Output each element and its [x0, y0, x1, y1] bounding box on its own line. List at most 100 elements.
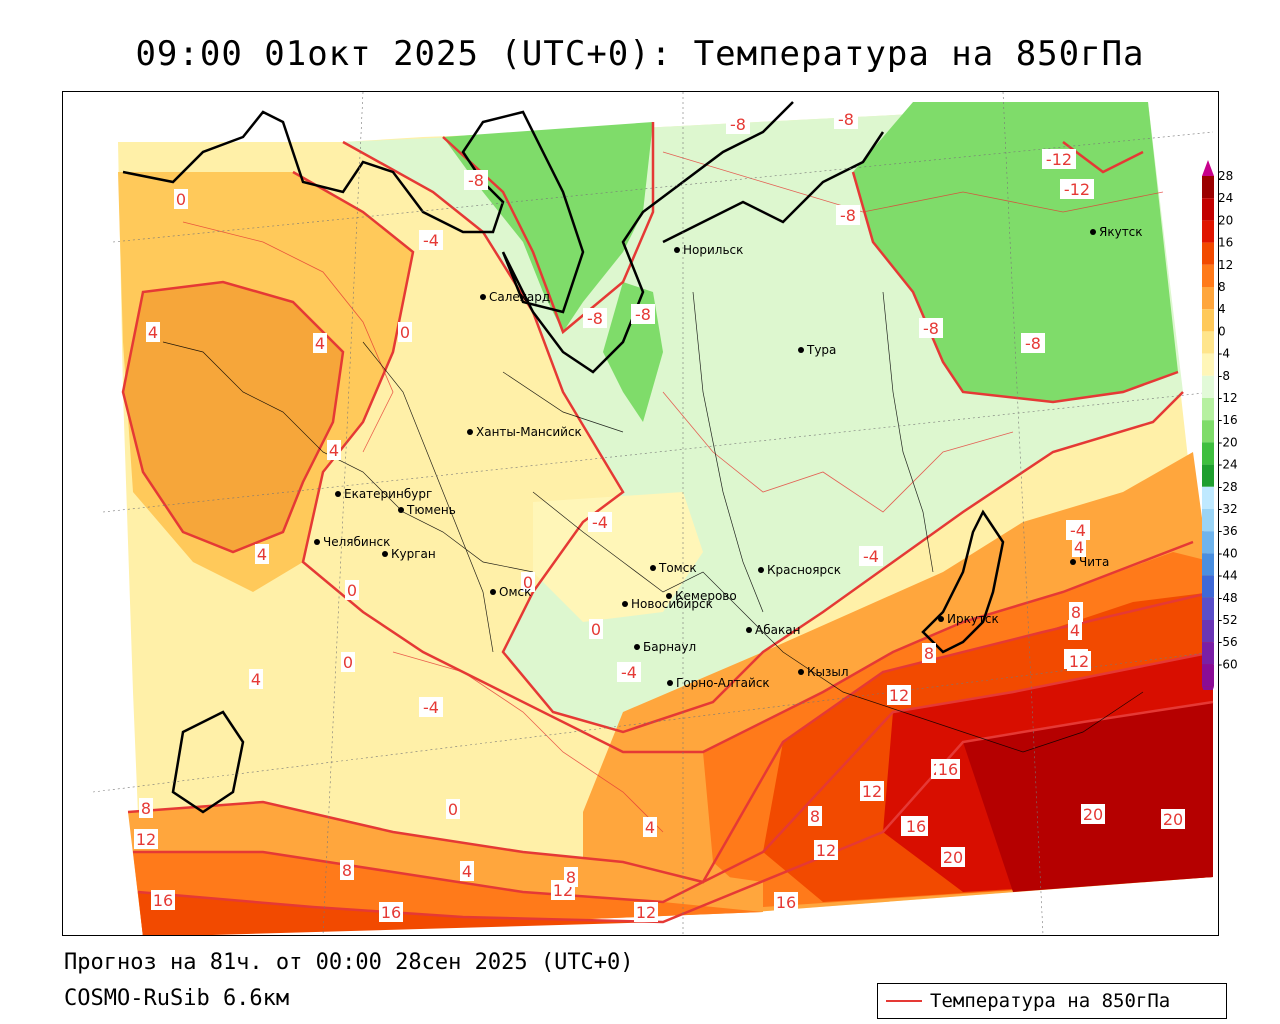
contour-label-bg: [1060, 179, 1094, 199]
scale-tick-label: 8: [1218, 280, 1226, 294]
contour-label: 12: [634, 902, 658, 922]
temperature-fields: [118, 102, 1213, 935]
contour-label-bg: [345, 580, 359, 600]
graticule-line-1: [112, 131, 1214, 243]
contour-label-bg: [1066, 520, 1090, 540]
city-marker: Барнаул: [634, 640, 696, 654]
contour-label-bg: [583, 308, 607, 328]
scale-swatch: [1202, 198, 1214, 221]
city-dot: [746, 627, 752, 633]
city-dot: [335, 491, 341, 497]
city-dot: [798, 347, 804, 353]
contour-label: -12: [1042, 149, 1076, 169]
scale-tick-label: -4: [1218, 347, 1230, 361]
contour-label: -4: [617, 662, 641, 682]
contour-label-text: 12: [1069, 652, 1089, 671]
coastlines: [122, 101, 1005, 814]
city-marker: Чита: [1070, 555, 1109, 569]
contour-label-text: -8: [468, 171, 484, 190]
scale-tick-label: -56: [1218, 635, 1238, 649]
contour-16: [137, 700, 1214, 924]
contour-label-text: 8: [141, 799, 151, 818]
temperature-map: -8 -8 -12 -12 -8 -4 -8 -8 -8 -8 -8 0 4 4 4 4 0 0 0 -4 -4 0 -4 -…: [62, 91, 1219, 936]
city-dot: [398, 507, 404, 513]
contour-label-bg: [589, 619, 603, 639]
contour-label-bg: [313, 333, 327, 353]
borders: [162, 291, 1144, 753]
city-marker: Томск: [650, 561, 697, 575]
scale-swatch: [1202, 242, 1214, 265]
scale-swatch: [1202, 331, 1214, 354]
contour-label-text: 0: [591, 620, 601, 639]
contour-labels: -8 -8 -12 -12 -8 -4 -8 -8 -8 -8 -8 0 4 4 4 4 0 0 0 -4 -4 0 -4 -…: [134, 109, 1185, 922]
scale-swatch: [1202, 375, 1214, 398]
contour-label-text: 0: [448, 800, 458, 819]
contour-label: 0: [589, 619, 603, 639]
border-line-3: [532, 491, 1144, 753]
contour-label-text: -4: [863, 547, 879, 566]
contour-label-text: 12: [136, 830, 156, 849]
contour-label-text: 12: [636, 903, 656, 922]
contour-label-bg: [774, 892, 798, 912]
contour-label: 12: [1067, 651, 1091, 671]
contour-label-text: -8: [923, 319, 939, 338]
city-dot: [650, 565, 656, 571]
contour-label-text: 8: [566, 868, 576, 887]
contour-label-text: -4: [423, 698, 439, 717]
city-name: Горно-Алтайск: [676, 676, 770, 690]
contour-label-text: -4: [621, 663, 637, 682]
city-name: Красноярск: [767, 563, 841, 577]
contour-label: -4: [588, 512, 612, 532]
contour-label-text: 16: [153, 891, 173, 910]
scale-swatch: [1202, 664, 1214, 687]
city-dot: [1070, 559, 1076, 565]
contour-label-bg: [340, 860, 354, 880]
contour-label-bg: [859, 546, 883, 566]
contour-label-bg: [634, 902, 658, 922]
contour-label-bg: [1042, 149, 1076, 169]
contour-label: 8: [139, 798, 153, 818]
city-name: Кемерово: [675, 589, 737, 603]
coast-taymyr: [662, 131, 885, 244]
contour-label-text: 4: [257, 545, 267, 564]
contour-label-text: -4: [1070, 521, 1086, 540]
contour-label-bg: [814, 840, 838, 860]
contour-minus12: [1062, 141, 1144, 174]
city-name: Омск: [499, 585, 531, 599]
contour-label: 8: [808, 806, 822, 826]
city-name: Абакан: [755, 623, 800, 637]
contour-label-text: 4: [251, 670, 261, 689]
contour-label-text: -8: [587, 309, 603, 328]
contour-label: 4: [313, 333, 327, 353]
isotherm-thin-c: [662, 391, 1014, 513]
contour-label: 20: [1161, 809, 1185, 829]
contour-label-bg: [936, 759, 960, 779]
city-marker: Тюмень: [398, 503, 456, 517]
contour-label: 12: [134, 829, 158, 849]
contour-label: -8: [834, 109, 858, 129]
contour-label-text: 4: [148, 323, 158, 342]
scale-swatch: [1202, 597, 1214, 620]
city-marker: Якутск: [1090, 225, 1143, 239]
graticule-line-4: [322, 92, 364, 935]
border-line-5: [882, 291, 934, 573]
contour-label-text: -8: [838, 110, 854, 129]
scale-swatch: [1202, 553, 1214, 576]
cities: Норильск Якутск Салехард Тура Ханты-Мансийск…: [314, 225, 1143, 690]
city-dot: [674, 247, 680, 253]
contour-label-text: 0: [176, 190, 186, 209]
contour-label-text: 0: [400, 323, 410, 342]
city-name: Иркутск: [947, 612, 999, 626]
coast-lake-west: [171, 710, 245, 814]
city-dot: [667, 680, 673, 686]
scale-swatch: [1202, 176, 1214, 199]
scale-swatch: [1202, 420, 1214, 443]
city-name: Курган: [391, 547, 436, 561]
contour-label-bg: [255, 544, 269, 564]
scale-tick-label: -44: [1218, 569, 1238, 583]
isotherm-thin-a: [182, 221, 394, 453]
contour-label-bg: [151, 890, 175, 910]
city-dot: [490, 589, 496, 595]
contour-label-bg: [146, 322, 160, 342]
contour-label: 8: [1069, 602, 1083, 622]
